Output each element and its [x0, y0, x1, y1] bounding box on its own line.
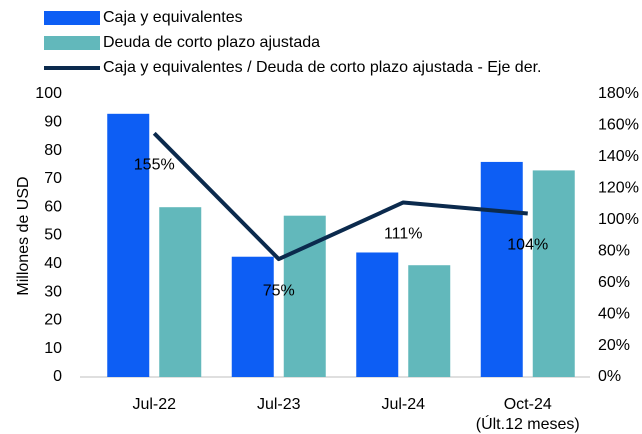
y-tick-label: 50	[44, 227, 62, 244]
y-tick-label: 70	[44, 170, 62, 187]
y2-tick-label: 180%	[598, 85, 639, 102]
y2-tick-label: 80%	[598, 242, 630, 259]
data-label: 104%	[507, 237, 548, 254]
bar	[159, 207, 202, 377]
x-tick-label: Jul-23	[257, 396, 301, 413]
bar	[356, 252, 399, 377]
x-tick-label: Oct-24 (Últ.12 meses)	[476, 396, 580, 433]
x-tick-label: Jul-24	[381, 396, 425, 413]
y2-tick-label: 0%	[598, 368, 621, 385]
y-tick-label: 10	[44, 340, 62, 357]
y2-tick-label: 40%	[598, 305, 630, 322]
y-tick-label: 90	[44, 114, 62, 131]
line	[152, 131, 528, 262]
y2-tick-label: 160%	[598, 117, 639, 134]
data-label: 75%	[263, 282, 295, 299]
legend-label: Caja y equivalentes / Deuda de corto pla…	[103, 59, 542, 76]
x-tick-label: Jul-22	[132, 396, 176, 413]
y2-tick-label: 120%	[598, 180, 639, 197]
y-tick-label: 80	[44, 142, 62, 159]
data-label: 111%	[384, 226, 423, 243]
bar	[107, 113, 150, 377]
y2-tick-label: 140%	[598, 148, 639, 165]
bar	[480, 161, 523, 377]
y-axis-label: Millones de USD	[15, 176, 32, 295]
bar	[532, 170, 575, 377]
legend-swatch	[44, 36, 100, 50]
y2-tick-label: 100%	[598, 211, 639, 228]
data-label: 155%	[134, 157, 175, 174]
y2-tick-label: 20%	[598, 337, 630, 354]
y-tick-label: 20	[44, 312, 62, 329]
bar	[408, 265, 451, 377]
y-tick-label: 30	[44, 283, 62, 300]
y-tick-label: 100	[35, 85, 62, 102]
y-tick-label: 40	[44, 255, 62, 272]
y2-tick-label: 60%	[598, 274, 630, 291]
legend-label: Deuda de corto plazo ajustada	[103, 34, 320, 51]
legend-label: Caja y equivalentes	[103, 9, 243, 26]
y-tick-label: 60	[44, 198, 62, 215]
legend-swatch	[44, 11, 100, 25]
bar	[231, 256, 274, 377]
y-tick-label: 0	[53, 368, 62, 385]
